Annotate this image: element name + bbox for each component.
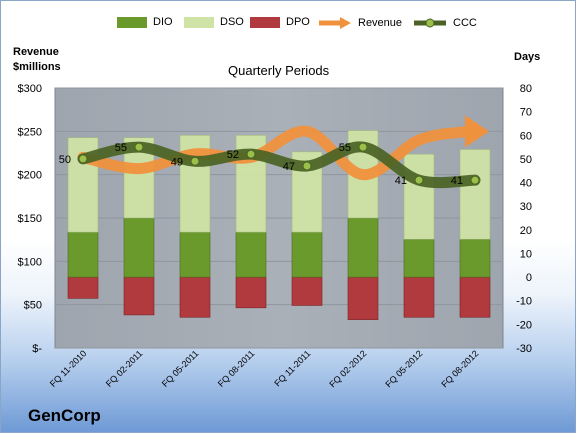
bar-dpo <box>235 276 267 309</box>
ccc-point <box>470 175 480 185</box>
series-line-ccc <box>77 141 481 189</box>
bar-dio <box>179 231 211 278</box>
left-axis-title-line2: $millions <box>13 61 61 73</box>
x-tick-label: FQ 11-2010 <box>48 348 89 389</box>
x-tick-label: FQ 11-2011 <box>272 348 312 388</box>
right-tick-label: -10 <box>516 296 532 308</box>
ccc-data-label: 55 <box>115 142 127 154</box>
right-tick-label: 0 <box>526 272 532 284</box>
bar-dio <box>347 217 379 278</box>
ccc-point <box>414 175 424 185</box>
legend-item-revenue: Revenue <box>318 16 402 30</box>
ccc-point <box>358 142 368 152</box>
legend-label-ccc: CCC <box>453 17 477 29</box>
ccc-point <box>246 149 256 159</box>
left-tick-label: $300 <box>18 83 42 95</box>
legend-swatch-dso <box>184 16 214 28</box>
bar-dpo <box>403 276 435 318</box>
right-tick-label: 50 <box>520 154 532 166</box>
ccc-data-label: 41 <box>395 175 407 187</box>
company-name: GenCorp <box>28 406 101 425</box>
bar-dpo <box>123 276 155 316</box>
series-line-revenue <box>77 125 475 181</box>
left-tick-label: $100 <box>18 256 42 268</box>
right-tick-label: 40 <box>520 178 532 190</box>
legend-label-dpo: DPO <box>286 16 310 28</box>
ccc-data-label: 55 <box>339 142 351 154</box>
legend-swatch-dpo <box>250 16 280 28</box>
ccc-point <box>190 156 200 166</box>
bar-dpo <box>459 276 491 318</box>
right-tick-label: 80 <box>520 83 532 95</box>
right-axis-title: Days <box>514 51 541 63</box>
right-tick-label: 20 <box>520 225 532 237</box>
x-tick-label: FQ 02-2011 <box>104 348 145 389</box>
left-tick-label: $- <box>32 343 42 355</box>
x-tick-label: FQ 08-2012 <box>439 348 480 389</box>
left-tick-label: $250 <box>18 126 42 138</box>
chart-title: Quarterly Periods <box>228 63 330 78</box>
legend-item-ccc: CCC <box>413 16 477 30</box>
x-tick-label: FQ 02-2012 <box>327 348 368 389</box>
bar-dpo <box>67 276 99 299</box>
ccc-point <box>134 142 144 152</box>
legend-label-dso: DSO <box>220 16 244 28</box>
legend-revenue-arrow-icon <box>319 17 351 29</box>
bar-dso <box>459 149 491 240</box>
left-tick-label: $50 <box>24 300 42 312</box>
bar-dio <box>403 238 435 278</box>
legend-item-dio: DIO <box>117 16 173 28</box>
right-tick-label: 60 <box>520 130 532 142</box>
ccc-point <box>302 161 312 171</box>
left-tick-label: $200 <box>18 170 42 182</box>
ccc-data-label: 41 <box>451 175 463 187</box>
right-tick-label: 70 <box>520 107 532 119</box>
ccc-data-label: 52 <box>227 149 239 161</box>
left-axis-title-line1: Revenue <box>13 46 59 58</box>
revenue-arrowhead <box>465 115 489 148</box>
legend-item-dso: DSO <box>184 16 244 28</box>
bar-dio <box>67 231 99 278</box>
x-tick-label: FQ 05-2012 <box>383 348 424 389</box>
x-tick-label: FQ 05-2011 <box>160 348 201 389</box>
bar-dio <box>235 231 267 278</box>
right-tick-label: 30 <box>520 201 532 213</box>
x-tick-label: FQ 08-2011 <box>216 348 257 389</box>
right-tick-label: -20 <box>516 319 532 331</box>
ccc-data-label: 49 <box>171 156 183 168</box>
bar-dio <box>123 217 155 278</box>
left-axis-title: Revenue $millions <box>13 45 61 75</box>
legend: DIO DSO DPO Revenue CCC <box>0 16 576 34</box>
legend-label-dio: DIO <box>153 16 173 28</box>
legend-ccc-line-icon <box>414 18 446 28</box>
right-tick-label: -30 <box>516 343 532 355</box>
legend-swatch-dio <box>117 16 147 28</box>
legend-label-revenue: Revenue <box>358 17 403 29</box>
bar-dio <box>291 231 323 278</box>
bar-dpo <box>347 276 379 320</box>
legend-item-dpo: DPO <box>250 16 310 28</box>
ccc-data-label: 50 <box>59 154 71 166</box>
right-tick-label: 10 <box>520 248 532 260</box>
ccc-point <box>78 154 88 164</box>
bar-dso <box>403 153 435 240</box>
bar-dio <box>459 238 491 278</box>
left-tick-label: $150 <box>18 213 42 225</box>
ccc-data-label: 47 <box>283 161 295 173</box>
bar-dpo <box>179 276 211 318</box>
bar-dpo <box>291 276 323 306</box>
